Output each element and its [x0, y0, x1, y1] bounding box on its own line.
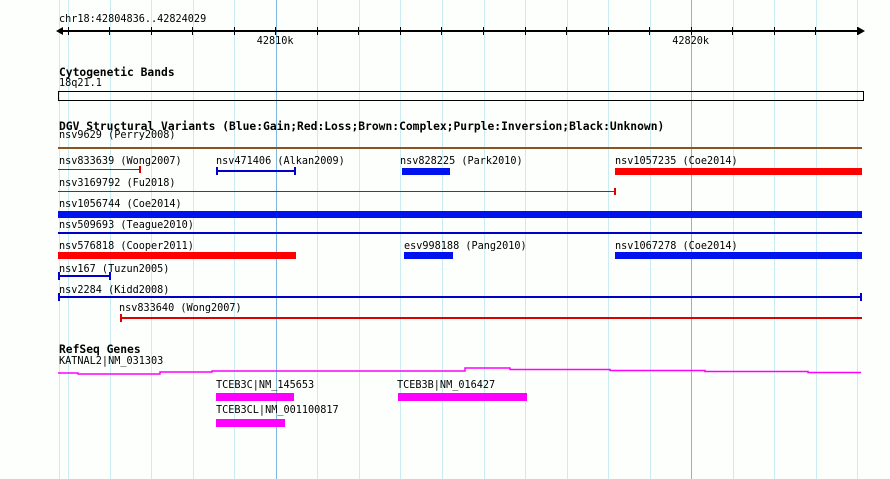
ruler-tick [483, 27, 484, 35]
ruler-tick [815, 27, 817, 35]
cytoband-rect[interactable] [58, 91, 864, 101]
gridline [109, 0, 111, 479]
ruler-tick [67, 27, 69, 35]
gridline [566, 0, 568, 479]
dgv-variant-bar[interactable] [615, 168, 862, 175]
dgv-variant-label[interactable]: nsv2284 (Kidd2008) [59, 285, 170, 296]
gene-label[interactable]: TCEB3C|NM_145653 [216, 380, 315, 391]
gridline [441, 0, 443, 479]
dgv-variant-bar[interactable] [58, 211, 862, 218]
dgv-variant-endtick [613, 187, 616, 196]
dgv-variant-endtick [138, 165, 141, 174]
gridline [815, 0, 817, 479]
dgv-variant-line[interactable] [58, 190, 615, 193]
ruler-axis-line [60, 30, 861, 32]
gridline [732, 0, 734, 479]
gene-label-katnal2[interactable]: KATNAL2|NM_031303 [59, 356, 164, 367]
dgv-variant-line[interactable] [120, 317, 862, 319]
dgv-variant-label[interactable]: nsv576818 (Cooper2011) [59, 241, 194, 252]
dgv-variant-label[interactable]: nsv1056744 (Coe2014) [59, 198, 182, 210]
gridline [400, 0, 402, 479]
dgv-variant-label[interactable]: nsv509693 (Teague2010) [59, 220, 194, 231]
dgv-variant-label[interactable]: nsv167 (Tuzun2005) [59, 263, 170, 275]
ruler-tick [109, 27, 111, 35]
ruler-tick [192, 27, 194, 35]
gridline [483, 0, 485, 479]
ruler-tick [690, 27, 692, 35]
dgv-variant-endtick [57, 293, 60, 301]
gridline [192, 0, 194, 479]
ruler-arrow-right-icon [858, 27, 865, 35]
dgv-variant-line[interactable] [58, 275, 110, 277]
gridline [774, 0, 776, 479]
ruler-tick-label: 42810k [256, 36, 294, 47]
dgv-variant-label[interactable]: nsv833639 (Wong2007) [59, 156, 182, 167]
gene-exon-bar[interactable] [398, 393, 527, 401]
ruler-tick [316, 27, 318, 35]
gridline [317, 0, 319, 479]
dgv-variant-line[interactable] [58, 296, 861, 298]
region-coordinates-label: chr18:42804836..42824029 [59, 14, 207, 25]
dgv-variant-line[interactable] [216, 170, 295, 172]
dgv-variant-label[interactable]: nsv833640 (Wong2007) [119, 302, 242, 314]
dgv-variant-line[interactable] [58, 147, 862, 149]
dgv-variant-endtick [859, 293, 862, 301]
gridline [358, 0, 360, 479]
ruler-tick-label: 42820k [672, 36, 710, 47]
gridline [857, 0, 859, 479]
dgv-variants-header: DGV Structural Variants (Blue:Gain;Red:L… [59, 120, 665, 133]
gridline [58, 0, 60, 479]
gridline [608, 0, 610, 479]
dgv-variant-label[interactable]: nsv828225 (Park2010) [400, 156, 523, 167]
ruler-tick [150, 27, 152, 35]
dgv-variant-line[interactable] [58, 232, 862, 234]
gene-label[interactable]: TCEB3CL|NM_001100817 [216, 405, 339, 416]
cytoband-label: 18q21.1 [59, 78, 102, 89]
gridline [525, 0, 527, 479]
gridline [68, 0, 69, 479]
ruler-tick [275, 27, 277, 35]
gridline [234, 0, 236, 479]
dgv-variant-bar[interactable] [404, 252, 453, 259]
ruler-tick [524, 27, 526, 35]
gridline [151, 0, 153, 479]
ruler-tick [773, 27, 775, 35]
ruler-tick [233, 27, 235, 35]
ruler-tick [358, 27, 360, 35]
ruler-tick [399, 27, 401, 35]
gridline [275, 0, 277, 479]
ruler-tick [441, 27, 443, 35]
dgv-variant-endtick [108, 272, 111, 280]
gene-exon-bar[interactable] [216, 419, 285, 427]
dgv-variant-bar[interactable] [402, 168, 450, 175]
ruler-tick [732, 27, 734, 35]
dgv-variant-label[interactable]: nsv1067278 (Coe2014) [615, 241, 738, 252]
gridline [691, 0, 693, 479]
dgv-variant-bar[interactable] [58, 252, 296, 259]
dgv-variant-endtick [215, 167, 218, 175]
ruler-tick [856, 27, 858, 35]
dgv-variant-label[interactable]: nsv9629 (Perry2008) [59, 130, 176, 141]
cytogenetic-bands-header: Cytogenetic Bands [59, 66, 175, 79]
refseq-genes-header: RefSeq Genes [59, 343, 141, 356]
gene-exon-bar[interactable] [216, 393, 294, 401]
gene-label[interactable]: TCEB3B|NM_016427 [397, 380, 496, 391]
dgv-variant-line[interactable] [58, 168, 140, 171]
dgv-variant-label[interactable]: esv998188 (Pang2010) [404, 241, 527, 252]
dgv-variant-endtick [119, 314, 122, 322]
dgv-variant-label[interactable]: nsv1057235 (Coe2014) [615, 156, 738, 167]
ruler-tick [607, 27, 609, 35]
ruler-tick [649, 27, 651, 35]
gridline [649, 0, 651, 479]
dgv-variant-endtick [293, 167, 296, 175]
ruler-arrow-left-icon [56, 27, 63, 35]
ruler-tick [566, 27, 568, 35]
dgv-variant-label[interactable]: nsv3169792 (Fu2018) [59, 177, 176, 189]
dgv-variant-label[interactable]: nsv471406 (Alkan2009) [216, 156, 345, 167]
dgv-variant-bar[interactable] [615, 252, 862, 259]
dgv-variant-endtick [57, 272, 60, 280]
